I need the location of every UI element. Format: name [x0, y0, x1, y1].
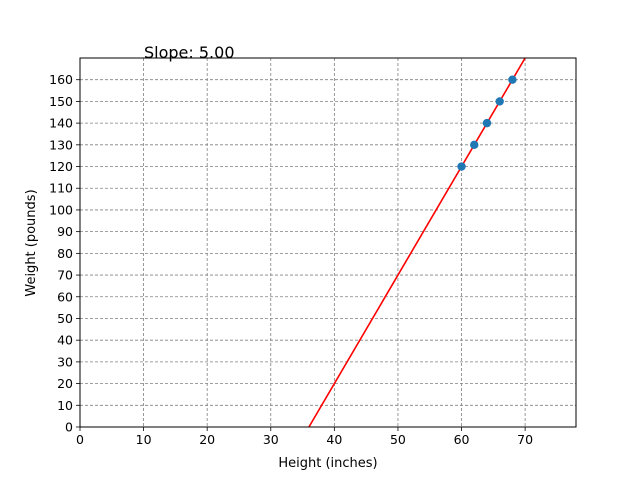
data-point — [482, 118, 492, 128]
fit-line — [308, 57, 526, 428]
y-tick-label: 140 — [49, 116, 73, 131]
x-axis-label: Height (inches) — [278, 456, 377, 471]
y-tick-label: 50 — [57, 311, 73, 326]
x-tick-label: 40 — [326, 432, 342, 447]
y-axis-label: Weight (pounds) — [24, 189, 39, 296]
x-tick-label: 60 — [454, 432, 470, 447]
y-tick-label: 150 — [49, 94, 73, 109]
data-point — [508, 75, 517, 84]
x-tick-label: 10 — [136, 432, 152, 447]
y-tick-label: 60 — [57, 289, 73, 304]
y-tick-label: 130 — [49, 137, 73, 152]
slope-annotation: Slope: 5.00 — [144, 43, 235, 62]
y-tick-label: 160 — [49, 72, 73, 87]
y-tick-label: 80 — [57, 246, 73, 261]
data-point — [457, 162, 466, 171]
data-point — [470, 140, 479, 150]
grid — [79, 58, 576, 428]
x-tick-label: 30 — [263, 432, 279, 447]
y-tick-label: 10 — [57, 398, 73, 413]
y-ticks: 0 10 20 30 40 50 60 70 80 90 100 110 120 130 140 150 160 — [49, 72, 80, 435]
x-tick-label: 0 — [76, 432, 84, 447]
y-tick-label: 90 — [57, 224, 73, 239]
data-point — [495, 97, 504, 106]
y-tick-label: 30 — [57, 354, 73, 369]
y-tick-label: 20 — [57, 376, 73, 391]
y-tick-label: 100 — [49, 202, 73, 217]
x-tick-label: 50 — [390, 432, 406, 447]
fit-line-group — [308, 57, 526, 428]
x-ticks: 0 10 20 30 40 50 60 70 — [76, 427, 533, 447]
y-tick-label: 0 — [65, 420, 73, 435]
y-tick-label: 40 — [57, 333, 73, 348]
y-tick-label: 70 — [57, 268, 73, 283]
x-tick-label: 70 — [517, 432, 533, 447]
plot-frame — [79, 57, 577, 428]
data-points — [457, 75, 517, 171]
y-tick-label: 110 — [49, 181, 73, 196]
y-tick-label: 120 — [49, 159, 73, 174]
x-tick-label: 20 — [199, 432, 215, 447]
